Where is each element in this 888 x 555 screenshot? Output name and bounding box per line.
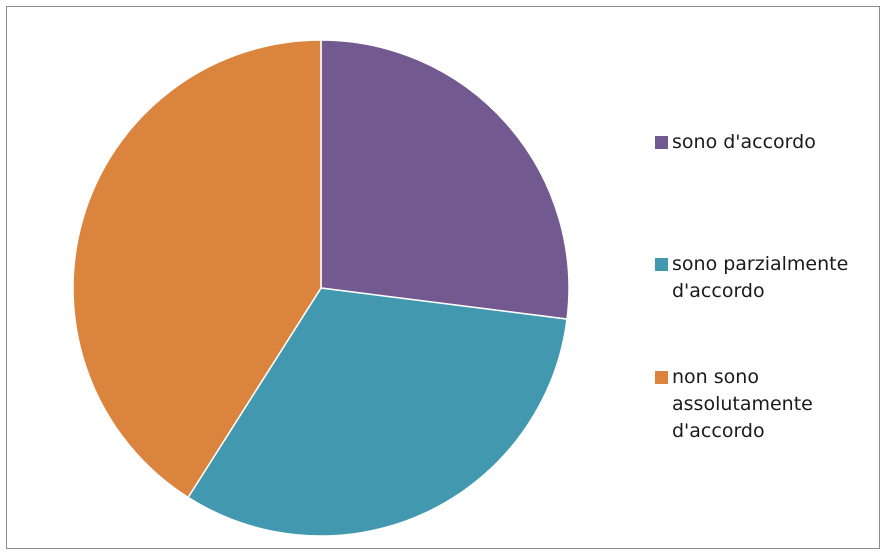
legend-label: sono d'accordo [672,131,816,153]
legend-swatch [655,258,668,271]
legend: sono d'accordo sono parzialmente d'accor… [655,129,885,442]
pie-slice-non-sono-assolutamente-d-accordo [72,39,322,499]
legend-swatch [655,371,668,384]
pie-chart [72,39,570,537]
legend-item-non-sono-assolutamente-d-accordo: non sono assolutamente d'accordo [655,364,885,445]
legend-item-sono-parzialmente-d-accordo: sono parzialmente d'accordo [655,251,885,305]
pie-slice-sono-d-accordo [320,39,570,320]
legend-label: sono parzialmente d'accordo [672,253,849,302]
chart-area: sono d'accordo sono parzialmente d'accor… [6,6,880,549]
legend-swatch [655,136,668,149]
pie-slice-sono-parzialmente-d-accordo [187,287,568,537]
legend-item-sono-d-accordo: sono d'accordo [655,129,885,156]
legend-label: non sono assolutamente d'accordo [672,366,813,442]
